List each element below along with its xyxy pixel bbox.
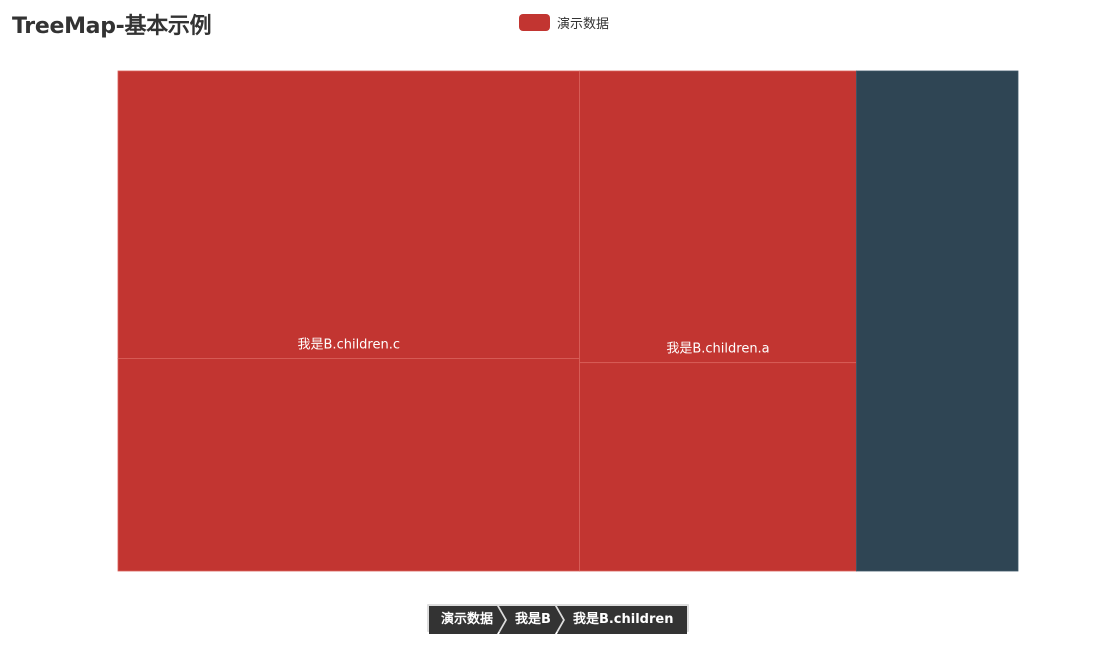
treemap-leaf[interactable] <box>856 70 1019 572</box>
treemap-node[interactable]: 我是B.children.c <box>117 70 580 572</box>
breadcrumb-item[interactable]: 演示数据 <box>429 606 505 634</box>
treemap-leaf[interactable] <box>579 70 857 364</box>
treemap-leaf[interactable] <box>117 70 580 359</box>
treemap-leaf[interactable] <box>579 362 857 572</box>
legend-label: 演示数据 <box>557 17 610 32</box>
treemap-node[interactable] <box>856 70 1019 572</box>
breadcrumb-item[interactable]: 我是B <box>499 606 563 634</box>
treemap-node-label: 我是B.children.a <box>666 342 769 357</box>
legend-swatch <box>519 14 550 31</box>
treemap-node-label: 我是B.children.c <box>298 338 401 353</box>
breadcrumb-item[interactable]: 我是B.children <box>556 606 688 634</box>
legend-item[interactable]: 演示数据 <box>519 13 609 32</box>
breadcrumb: 演示数据 我是B 我是B.children <box>427 604 690 634</box>
breadcrumb-track: 演示数据 我是B 我是B.children <box>427 604 690 634</box>
chart-title: TreeMap-基本示例 <box>12 14 212 39</box>
treemap-leaf[interactable] <box>117 358 580 572</box>
treemap-node[interactable]: 我是B.children.a <box>579 70 857 572</box>
